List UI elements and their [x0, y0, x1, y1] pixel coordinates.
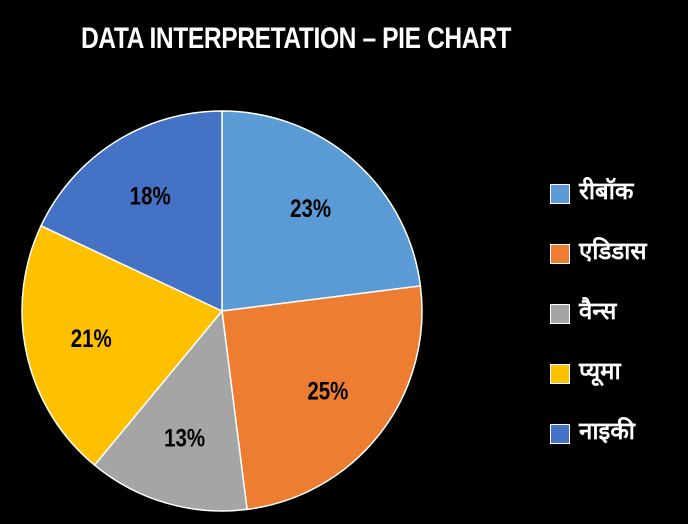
legend-swatch-vans — [550, 304, 570, 324]
legend-item-vans: वैन्स — [550, 290, 680, 330]
legend-label-reebok: रीबॉक — [579, 177, 634, 205]
legend-swatch-puma — [550, 364, 570, 384]
legend-label-nike: नाइकी — [579, 417, 635, 445]
data-label-adidas: 25% — [307, 377, 348, 405]
legend-swatch-reebok — [550, 184, 570, 204]
data-label-vans: 13% — [164, 423, 205, 451]
legend-swatch-adidas — [550, 244, 570, 264]
pie-slice-vans — [93, 309, 248, 512]
legend-label-puma: प्यूमा — [579, 357, 621, 385]
pie-slice-adidas — [221, 285, 423, 511]
data-label-reebok: 23% — [290, 194, 331, 222]
pie-slice-nike — [40, 110, 223, 313]
legend-item-nike: नाइकी — [550, 410, 680, 450]
chart-title: DATA INTERPRETATION – PIE CHART — [80, 22, 512, 55]
data-label-puma: 21% — [71, 324, 112, 352]
legend-swatch-nike — [550, 424, 570, 444]
legend-label-adidas: एडिडास — [579, 237, 647, 265]
pie-slice-puma — [21, 224, 224, 467]
legend-item-adidas: एडिडास — [550, 230, 680, 270]
data-label-nike: 18% — [130, 181, 171, 209]
legend-item-puma: प्यूमा — [550, 350, 680, 390]
pie-slice-reebok — [221, 110, 422, 312]
legend-label-vans: वैन्स — [579, 297, 617, 325]
legend-item-reebok: रीबॉक — [550, 170, 680, 210]
